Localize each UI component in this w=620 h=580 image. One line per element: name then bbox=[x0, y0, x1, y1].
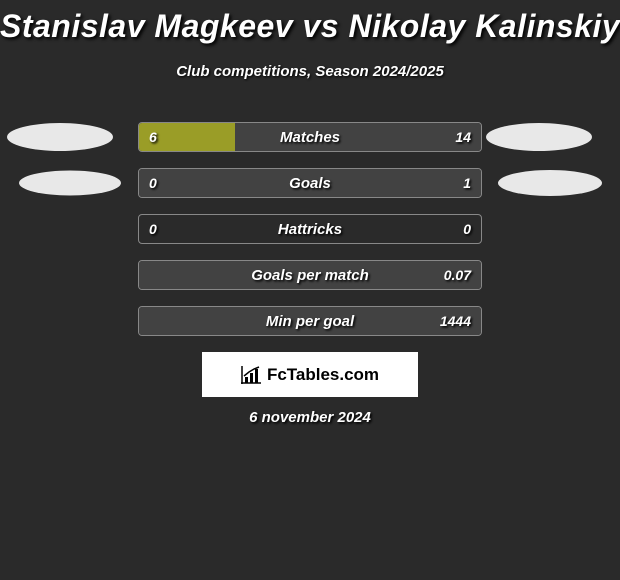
stat-bar: 01Goals bbox=[138, 168, 482, 198]
stat-row: 0.07Goals per match bbox=[0, 260, 620, 290]
stat-bar: 614Matches bbox=[138, 122, 482, 152]
stat-row: 0 0Hattricks bbox=[0, 214, 620, 244]
player-photo-left bbox=[19, 171, 121, 196]
stat-bar-fill-right bbox=[235, 123, 481, 151]
player-photo-left bbox=[7, 123, 113, 151]
stat-row: 01Goals bbox=[0, 168, 620, 198]
fctables-logo: FcTables.com bbox=[202, 352, 418, 397]
stat-row: 1444Min per goal bbox=[0, 306, 620, 336]
stat-bar: 0 0Hattricks bbox=[138, 214, 482, 244]
stat-bar: 1444Min per goal bbox=[138, 306, 482, 336]
stat-value-right: 0 bbox=[463, 215, 471, 243]
player-photo-right bbox=[486, 123, 592, 151]
stat-bar: 0.07Goals per match bbox=[138, 260, 482, 290]
stat-bar-fill-right bbox=[139, 169, 481, 197]
stat-value-left: 0 bbox=[149, 215, 157, 243]
chart-icon bbox=[241, 366, 261, 384]
stat-bar-fill-right bbox=[139, 261, 481, 289]
footer-date: 6 november 2024 bbox=[0, 409, 620, 426]
stat-rows: 614Matches 01Goals 0 0Hattricks 0.07Goals pe… bbox=[0, 122, 620, 352]
stat-row: 614Matches bbox=[0, 122, 620, 152]
stat-bar-fill-right bbox=[139, 307, 481, 335]
stat-bar-fill-left bbox=[139, 123, 235, 151]
player-photo-right bbox=[498, 170, 602, 196]
stat-label: Hattricks bbox=[139, 215, 481, 243]
page-subtitle: Club competitions, Season 2024/2025 bbox=[0, 63, 620, 80]
page-title: Stanislav Magkeev vs Nikolay Kalinskiy bbox=[0, 0, 620, 45]
logo-text: FcTables.com bbox=[267, 365, 379, 385]
